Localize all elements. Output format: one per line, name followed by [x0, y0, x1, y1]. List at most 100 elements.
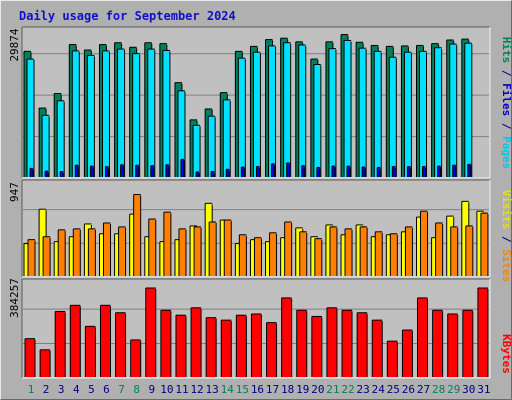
x-tick-label: 24	[372, 383, 386, 396]
bar-kbytes	[357, 312, 368, 377]
bar-sites	[299, 231, 307, 276]
bar-pages	[452, 165, 456, 177]
bar-files	[298, 44, 306, 177]
bar-sites	[314, 238, 322, 276]
bar-kbytes	[251, 313, 262, 377]
bar-kbytes	[175, 315, 186, 377]
bar-files	[434, 47, 442, 177]
bar-files	[359, 48, 367, 177]
x-tick-label: 1	[28, 383, 35, 396]
bar-files	[268, 45, 276, 177]
legend-separator: /	[500, 116, 512, 136]
y-axis-max-label: 384257	[8, 278, 21, 318]
bar-pages	[120, 164, 124, 177]
bar-files	[344, 40, 352, 178]
x-tick-label: 27	[417, 383, 430, 396]
chart-title: Daily usage for September 2024	[19, 9, 236, 23]
bar-files	[449, 44, 457, 177]
x-tick-label: 9	[148, 383, 155, 396]
x-tick-label: 6	[103, 383, 110, 396]
bar-sites	[28, 239, 35, 276]
x-tick-label: 31	[477, 383, 490, 396]
bar-files	[223, 99, 231, 177]
x-tick-label: 21	[326, 383, 339, 396]
x-tick-label: 29	[447, 383, 460, 396]
bar-pages	[271, 163, 275, 177]
bar-kbytes	[221, 320, 232, 377]
bar-sites	[148, 219, 156, 276]
bar-pages	[377, 167, 381, 177]
bar-pages	[75, 165, 79, 177]
x-tick-label: 10	[160, 383, 173, 396]
x-tick-label: 23	[357, 383, 370, 396]
bar-pages	[135, 165, 139, 177]
bar-sites	[465, 225, 473, 276]
bar-files	[374, 51, 382, 177]
bar-files	[87, 55, 95, 177]
bar-kbytes	[432, 310, 443, 377]
bar-sites	[103, 222, 111, 276]
bar-kbytes	[130, 339, 141, 377]
bar-pages	[331, 166, 335, 177]
bar-sites	[58, 229, 66, 276]
bar-pages	[196, 172, 200, 177]
bar-pages	[437, 166, 441, 177]
bar-files	[328, 48, 336, 177]
bar-kbytes	[387, 341, 398, 377]
legend-files: Files	[500, 83, 512, 116]
x-tick-label: 25	[387, 383, 400, 396]
x-tick-label: 12	[190, 383, 203, 396]
bar-kbytes	[372, 320, 383, 377]
bar-files	[57, 100, 65, 177]
bar-kbytes	[85, 326, 96, 377]
x-tick-label: 19	[296, 383, 309, 396]
bar-sites	[133, 194, 141, 276]
bar-sites	[118, 226, 126, 276]
bar-kbytes	[70, 305, 81, 377]
bar-pages	[60, 171, 64, 177]
bar-files	[404, 52, 412, 178]
bar-pages	[316, 167, 320, 177]
bar-sites	[178, 228, 186, 276]
bar-kbytes	[115, 312, 126, 377]
bar-sites	[239, 234, 247, 276]
bar-kbytes	[145, 287, 156, 377]
bar-kbytes	[100, 305, 111, 377]
bar-files	[102, 50, 110, 178]
bar-pages	[90, 166, 94, 177]
x-tick-label: 5	[88, 383, 95, 396]
bar-pages	[256, 166, 260, 177]
bar-kbytes	[236, 315, 247, 377]
x-tick-label: 26	[402, 383, 415, 396]
bar-pages	[150, 165, 154, 177]
bar-files	[42, 115, 50, 177]
bar-kbytes	[25, 338, 35, 377]
y-axis-max-label: 947	[8, 182, 21, 202]
legend-kbytes-label: KBytes	[500, 334, 512, 374]
x-tick-label: 8	[133, 383, 140, 396]
bar-files	[27, 59, 34, 177]
bar-kbytes	[326, 307, 337, 377]
bar-files	[419, 51, 427, 177]
bar-pages	[226, 169, 230, 177]
bar-kbytes	[191, 307, 202, 377]
x-tick-label: 7	[118, 383, 125, 396]
bar-files	[253, 52, 261, 178]
bar-sites	[163, 212, 171, 276]
bar-kbytes	[40, 349, 51, 377]
x-tick-label: 14	[221, 383, 235, 396]
bar-sites	[360, 226, 368, 276]
x-tick-label: 28	[432, 383, 445, 396]
bar-sites	[194, 226, 202, 276]
legend-hits-files-pages: Hits / Files / Pages	[500, 37, 512, 170]
bar-pages	[422, 166, 426, 177]
bar-pages	[211, 171, 215, 177]
bar-files	[147, 49, 155, 177]
bar-pages	[180, 159, 184, 177]
bar-files	[117, 49, 125, 177]
x-tick-label: 3	[58, 383, 65, 396]
legend-separator: /	[500, 63, 512, 83]
bar-sites	[254, 237, 262, 276]
bar-kbytes	[266, 322, 277, 377]
bar-files	[132, 53, 140, 178]
